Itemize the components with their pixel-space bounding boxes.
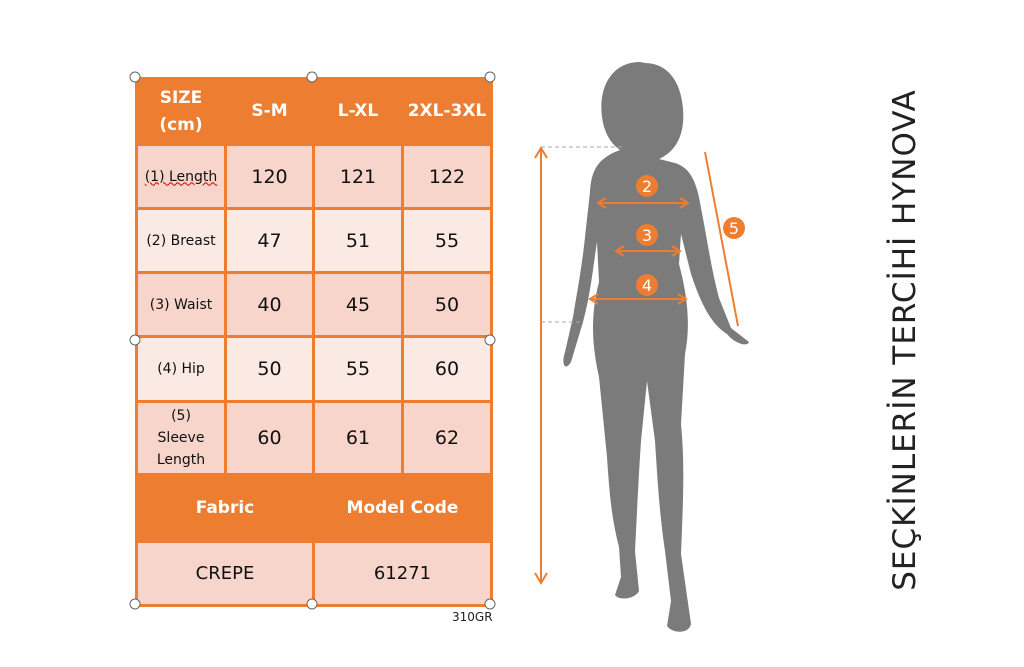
table-row: (1) Length 120 121 122 [135, 143, 493, 210]
marker-2: 2 [642, 177, 652, 196]
resize-handle[interactable] [484, 71, 496, 83]
size-chart-table[interactable]: SIZE (cm) S-M L-XL 2XL-3XL (1) Length 12… [135, 77, 493, 607]
cell: 61 [312, 400, 404, 476]
cell: 120 [224, 143, 315, 210]
cell: 60 [401, 335, 493, 403]
cell: 40 [224, 271, 315, 338]
resize-handle[interactable] [306, 598, 318, 610]
resize-handle[interactable] [129, 598, 141, 610]
header-row: SIZE (cm) S-M L-XL 2XL-3XL [135, 77, 493, 146]
table-row: (3) Waist 40 45 50 [135, 271, 493, 338]
resize-handle[interactable] [129, 334, 141, 346]
row-label: (3) Waist [135, 271, 227, 338]
row-label: (5) Sleeve Length [135, 400, 227, 476]
sleeve-arrow [704, 151, 739, 327]
cell: 121 [312, 143, 404, 210]
fabric-header: Fabric [135, 473, 315, 543]
row-label: (2) Breast [135, 207, 227, 274]
resize-handle[interactable] [306, 71, 318, 83]
cell: 60 [224, 400, 315, 476]
resize-handle[interactable] [484, 598, 496, 610]
cell: 55 [401, 207, 493, 274]
table-row: (5) Sleeve Length 60 61 62 [135, 400, 493, 476]
model-code-value: 61271 [312, 540, 493, 607]
product-code: 310GR [452, 610, 493, 624]
row-label: (1) Length [135, 143, 227, 210]
table-row: (4) Hip 50 55 60 [135, 335, 493, 403]
cell[interactable]: 62 [401, 400, 493, 476]
fabric-value: CREPE [135, 540, 315, 607]
cell: 50 [401, 271, 493, 338]
silhouette [563, 62, 749, 632]
cell: 50 [224, 335, 315, 403]
cell: 47 [224, 207, 315, 274]
header-l-xl: L-XL [312, 77, 404, 146]
table-row: (2) Breast 47 51 55 [135, 207, 493, 274]
cell: 55 [312, 335, 404, 403]
fabric-row: CREPE 61271 [135, 540, 493, 607]
model-code-header: Model Code [312, 473, 493, 543]
fabric-header-row: Fabric Model Code [135, 473, 493, 543]
cell: 45 [312, 271, 404, 338]
marker-3: 3 [642, 226, 652, 245]
header-2xl-3xl: 2XL-3XL [401, 77, 493, 146]
marker-4: 4 [642, 276, 652, 295]
header-s-m: S-M [224, 77, 315, 146]
header-size: SIZE (cm) [135, 77, 227, 146]
row-label: (4) Hip [135, 335, 227, 403]
marker-5: 5 [729, 219, 739, 238]
resize-handle[interactable] [129, 71, 141, 83]
cell: 51 [312, 207, 404, 274]
resize-handle[interactable] [484, 334, 496, 346]
cell: 122 [401, 143, 493, 210]
